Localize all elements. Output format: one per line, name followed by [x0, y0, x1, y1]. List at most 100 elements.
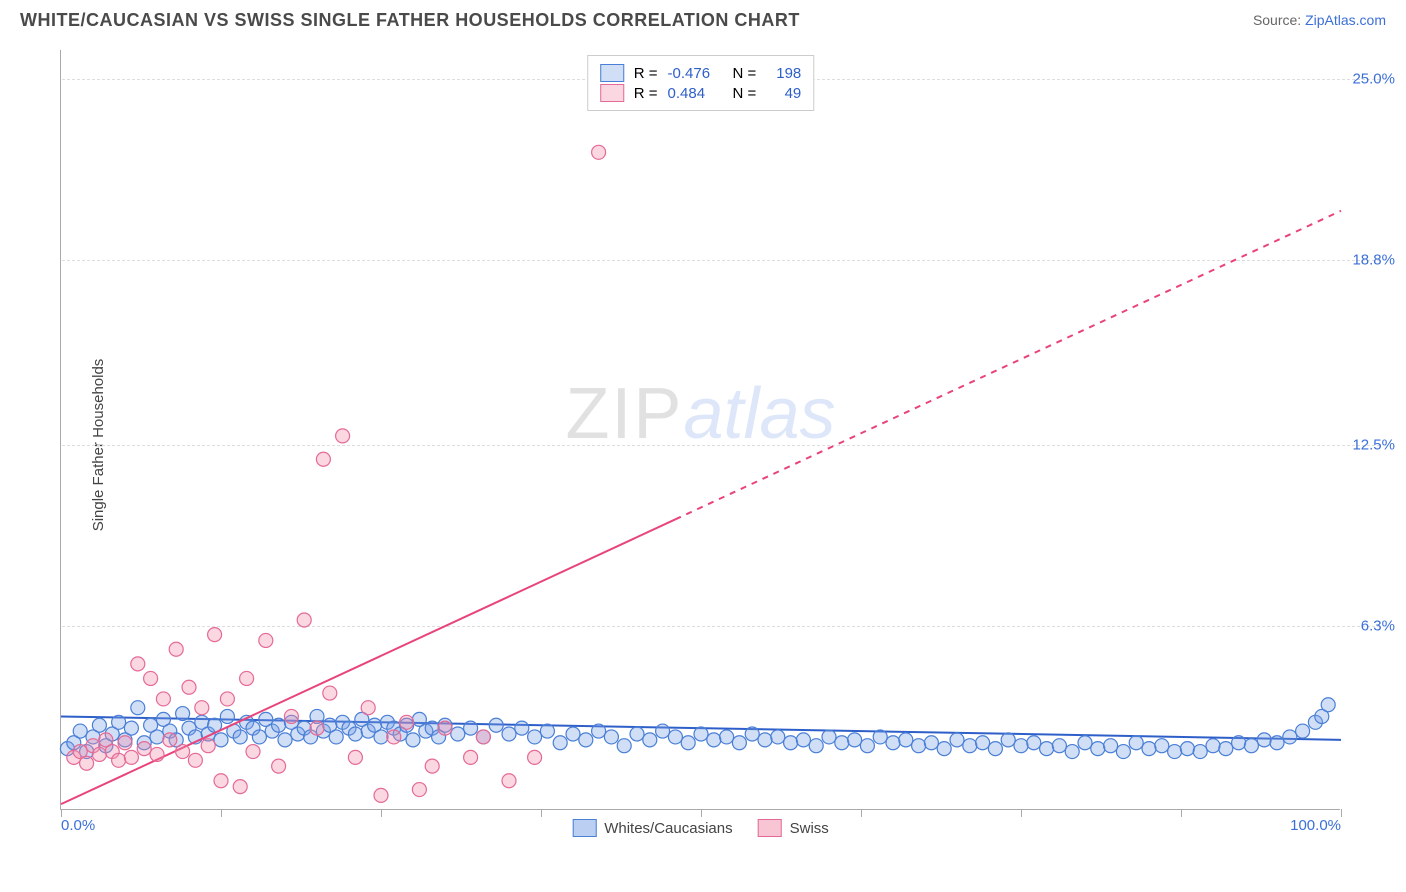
data-point [329, 730, 343, 744]
legend-swatch [572, 819, 596, 837]
data-point [464, 721, 478, 735]
data-point [1155, 739, 1169, 753]
data-point [976, 736, 990, 750]
correlation-legend: R =-0.476N =198R =0.484N =49 [587, 55, 815, 111]
data-point [124, 721, 138, 735]
data-point [272, 718, 286, 732]
source-label: Source: [1253, 12, 1305, 28]
data-point [387, 730, 401, 744]
data-point [278, 733, 292, 747]
data-point [124, 750, 138, 764]
data-point [374, 788, 388, 802]
data-point [233, 780, 247, 794]
x-tick [701, 809, 702, 817]
y-tick-label: 12.5% [1352, 436, 1395, 453]
data-point [835, 736, 849, 750]
data-point [336, 429, 350, 443]
legend-label: Swiss [790, 820, 829, 837]
data-point [144, 671, 158, 685]
data-point [1232, 736, 1246, 750]
data-point [1091, 742, 1105, 756]
data-point [937, 742, 951, 756]
data-point [1219, 742, 1233, 756]
chart-title: WHITE/CAUCASIAN VS SWISS SINGLE FATHER H… [20, 10, 800, 31]
data-point [137, 742, 151, 756]
data-point [272, 759, 286, 773]
n-label: N = [733, 65, 757, 82]
data-point [297, 613, 311, 627]
data-point [1129, 736, 1143, 750]
y-tick-label: 25.0% [1352, 71, 1395, 88]
data-point [1065, 745, 1079, 759]
source-citation: Source: ZipAtlas.com [1253, 12, 1386, 28]
x-tick-label: 0.0% [61, 817, 95, 834]
legend-item: Swiss [758, 819, 829, 837]
data-point [1104, 739, 1118, 753]
x-tick [1341, 809, 1342, 817]
data-point [963, 739, 977, 753]
data-point [566, 727, 580, 741]
data-point [195, 701, 209, 715]
data-point [860, 739, 874, 753]
data-point [873, 730, 887, 744]
data-point [1116, 745, 1130, 759]
data-point [899, 733, 913, 747]
data-point [131, 657, 145, 671]
data-point [233, 730, 247, 744]
data-point [1040, 742, 1054, 756]
data-point [240, 671, 254, 685]
data-point [1078, 736, 1092, 750]
data-point [604, 730, 618, 744]
data-point [720, 730, 734, 744]
data-point [1193, 745, 1207, 759]
data-point [643, 733, 657, 747]
data-point [92, 718, 106, 732]
data-point [796, 733, 810, 747]
data-point [681, 736, 695, 750]
r-value: 0.484 [668, 85, 723, 102]
data-point [1027, 736, 1041, 750]
data-point [924, 736, 938, 750]
data-point [912, 739, 926, 753]
data-point [438, 721, 452, 735]
data-point [73, 724, 87, 738]
x-tick [221, 809, 222, 817]
data-point [592, 145, 606, 159]
source-link[interactable]: ZipAtlas.com [1305, 12, 1386, 28]
legend-stat-row: R =-0.476N =198 [600, 64, 802, 82]
data-point [169, 642, 183, 656]
data-point [252, 730, 266, 744]
data-point [694, 727, 708, 741]
plot-region: ZIPatlas 6.3%12.5%18.8%25.0% 0.0%100.0% … [60, 50, 1340, 810]
data-point [208, 628, 222, 642]
data-point [163, 733, 177, 747]
scatter-svg [61, 50, 1340, 809]
data-point [1206, 739, 1220, 753]
data-point [528, 750, 542, 764]
data-point [214, 774, 228, 788]
data-point [553, 736, 567, 750]
data-point [188, 753, 202, 767]
data-point [732, 736, 746, 750]
data-point [1321, 698, 1335, 712]
x-tick [381, 809, 382, 817]
data-point [182, 680, 196, 694]
data-point [131, 701, 145, 715]
r-label: R = [634, 65, 658, 82]
data-point [1168, 745, 1182, 759]
data-point [425, 759, 439, 773]
data-point [400, 715, 414, 729]
data-point [176, 745, 190, 759]
data-point [464, 750, 478, 764]
data-point [1270, 736, 1284, 750]
legend-swatch [600, 84, 624, 102]
data-point [476, 730, 490, 744]
data-point [540, 724, 554, 738]
data-point [822, 730, 836, 744]
x-tick-label: 100.0% [1290, 817, 1341, 834]
data-point [361, 701, 375, 715]
data-point [886, 736, 900, 750]
data-point [489, 718, 503, 732]
data-point [758, 733, 772, 747]
data-point [1283, 730, 1297, 744]
